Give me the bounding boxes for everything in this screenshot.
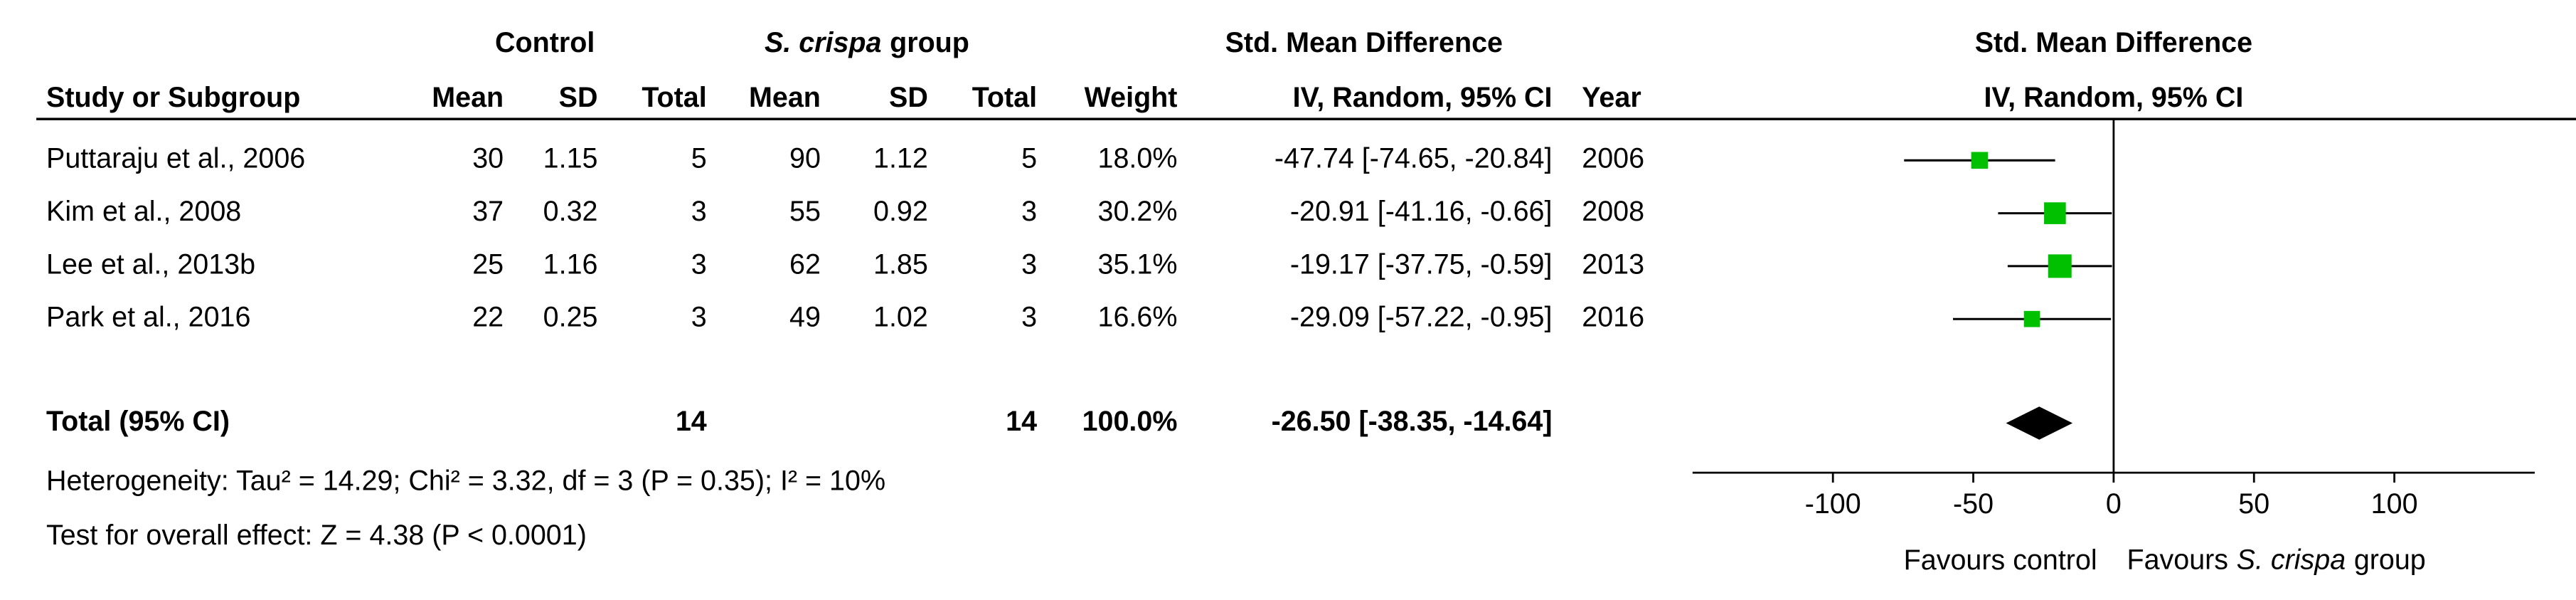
favours-right-suffix: group [2354, 544, 2426, 576]
column-header: SD [889, 82, 928, 113]
column-header: Mean [749, 82, 821, 113]
cell-treatment-total: 3 [1021, 302, 1037, 333]
column-header: Weight [1085, 82, 1178, 113]
column-header: Mean [432, 82, 504, 113]
cell-weight-labels: 16.6% [1098, 302, 1178, 333]
cell-control-mean: 22 [472, 302, 504, 333]
overall-effect: Test for overall effect: Z = 4.38 (P < 0… [46, 520, 587, 551]
total-treatment: 14 [1006, 406, 1037, 437]
cell-studies: Kim et al., 2008 [46, 196, 241, 227]
cell-treatment-mean: 55 [789, 196, 821, 227]
group-header: S. crispa group [765, 27, 969, 58]
effect-square [1971, 152, 1989, 169]
cell-control-mean: 25 [472, 248, 504, 280]
cell-treatment-total: 3 [1021, 248, 1037, 280]
group-header: Control [495, 27, 595, 58]
total-control: 14 [676, 406, 707, 437]
cell-treatment-mean: 90 [789, 143, 821, 174]
cell-years: 2013 [1582, 248, 1644, 280]
cell-control-mean: 37 [472, 196, 504, 227]
cell-treatment-sd: 1.02 [873, 302, 928, 333]
plot-subtitle: IV, Random, 95% CI [1984, 82, 2243, 113]
x-tick-label: -50 [1953, 488, 1994, 520]
cell-control-sd: 0.25 [543, 302, 598, 333]
cell-value-labels: -47.74 [-74.65, -20.84] [1274, 143, 1553, 174]
cell-treatment-mean: 62 [789, 248, 821, 280]
favours-right-italic: S. crispa [2237, 544, 2346, 576]
cell-treatment-sd: 1.85 [873, 248, 928, 280]
column-header: Total [642, 82, 706, 113]
cell-control-total: 5 [691, 143, 707, 174]
cell-studies: Lee et al., 2013b [46, 248, 255, 280]
cell-treatment-sd: 0.92 [873, 196, 928, 227]
total-label: Total (95% CI) [46, 406, 230, 437]
cell-treatment-total: 3 [1021, 196, 1037, 227]
cell-control-sd: 1.15 [543, 143, 598, 174]
cell-control-total: 3 [691, 196, 707, 227]
cell-control-sd: 1.16 [543, 248, 598, 280]
cell-value-labels: -19.17 [-37.75, -0.59] [1290, 248, 1553, 280]
column-header: SD [559, 82, 598, 113]
cell-control-mean: 30 [472, 143, 504, 174]
x-tick-label: 100 [2371, 488, 2418, 520]
cell-years: 2016 [1582, 302, 1644, 333]
cell-treatment-total: 5 [1021, 143, 1037, 174]
cell-studies: Puttaraju et al., 2006 [46, 143, 305, 174]
x-tick-label: 0 [2106, 488, 2122, 520]
group-header: Std. Mean Difference [1225, 27, 1503, 58]
cell-years: 2008 [1582, 196, 1644, 227]
group-header-text: group [890, 27, 969, 58]
cell-years: 2006 [1582, 143, 1644, 174]
column-header: Study or Subgroup [46, 82, 300, 113]
cell-treatment-mean: 49 [789, 302, 821, 333]
column-header: IV, Random, 95% CI [1293, 82, 1553, 113]
column-header: Year [1582, 82, 1641, 113]
group-header-italic: S. crispa [765, 27, 882, 58]
cell-control-total: 3 [691, 302, 707, 333]
cell-weight-labels: 18.0% [1098, 143, 1178, 174]
column-header: Total [972, 82, 1037, 113]
x-tick-label: 50 [2238, 488, 2269, 520]
effect-square [2044, 202, 2066, 224]
total-weight: 100.0% [1082, 406, 1178, 437]
total-effect: -26.50 [-38.35, -14.64] [1272, 406, 1553, 437]
favours-left: Favours control [1904, 544, 2097, 576]
cell-studies: Park et al., 2016 [46, 302, 250, 333]
favours-right-text: Favours [2127, 544, 2228, 576]
cell-value-labels: -20.91 [-41.16, -0.66] [1290, 196, 1553, 227]
heterogeneity: Heterogeneity: Tau² = 14.29; Chi² = 3.32… [46, 465, 885, 496]
x-tick-label: -100 [1805, 488, 1861, 520]
total-diamond [2006, 406, 2073, 440]
cell-control-total: 3 [691, 248, 707, 280]
effect-square [2023, 310, 2040, 327]
favours-right: Favours S. crispa group [2127, 544, 2425, 576]
cell-control-sd: 0.32 [543, 196, 598, 227]
cell-weight-labels: 30.2% [1098, 196, 1178, 227]
cell-value-labels: -29.09 [-57.22, -0.95] [1290, 302, 1553, 333]
cell-treatment-sd: 1.12 [873, 143, 928, 174]
plot-title: Std. Mean Difference [1975, 27, 2252, 58]
cell-weight-labels: 35.1% [1098, 248, 1178, 280]
effect-square [2048, 254, 2072, 278]
